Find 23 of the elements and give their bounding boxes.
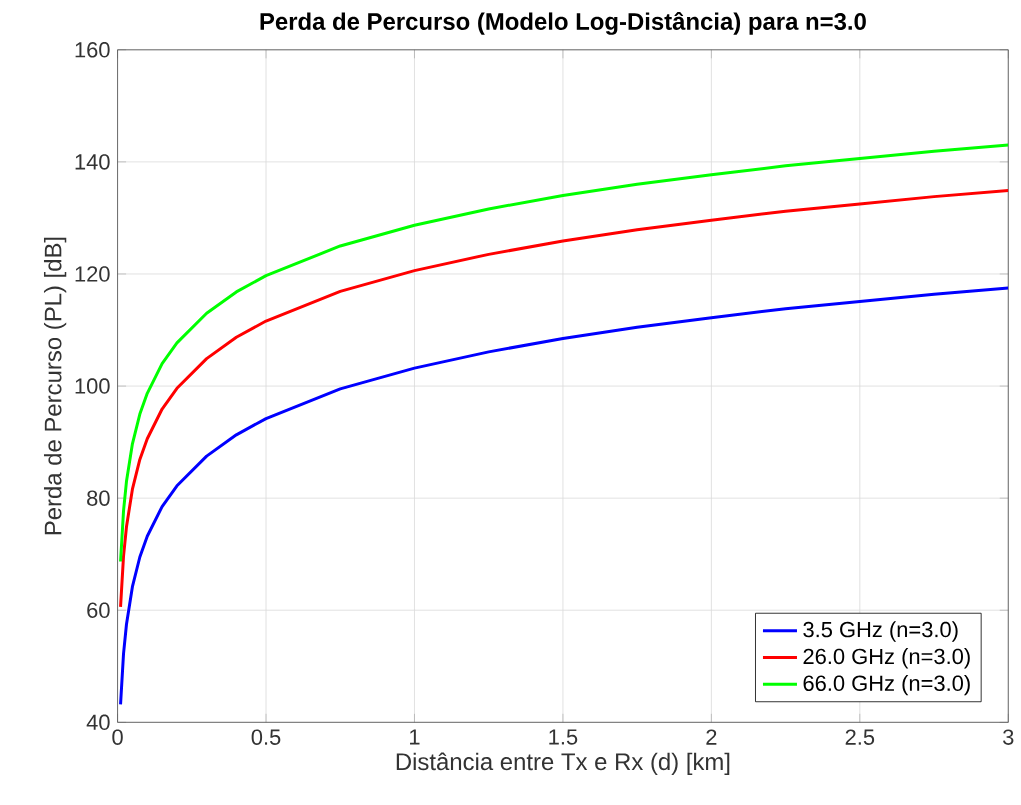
line-series (119, 143, 1009, 563)
legend-label: 66.0 GHz (n=3.0) (803, 674, 970, 696)
y-tick-label: 140 (75, 154, 110, 170)
x-tick-label: 2 (706, 729, 717, 745)
y-tick-label: 40 (86, 714, 110, 731)
x-axis-title: Distância entre Tx e Rx (d) [km] (396, 752, 730, 775)
x-tick-label: 1 (410, 729, 420, 745)
y-tick-label: 120 (75, 266, 110, 282)
y-tick-label: 100 (75, 378, 110, 394)
x-tick-label: 0 (112, 729, 123, 745)
x-tick-label: 2.5 (845, 729, 875, 745)
line-series (119, 286, 1009, 706)
x-tick-label: 0.5 (251, 729, 281, 745)
y-axis-title: Perda de Percurso (PL) [dB] (43, 237, 67, 535)
y-tick-label: 160 (75, 42, 110, 58)
legend-label: 3.5 GHz (n=3.0) (803, 621, 958, 642)
x-tick-label: 3 (1003, 729, 1014, 745)
y-tick-label: 80 (87, 490, 110, 506)
legend-label: 26.0 GHz (n=3.0) (803, 648, 970, 669)
y-tick-label: 60 (87, 602, 110, 618)
line-series (119, 188, 1009, 609)
x-tick-label: 1.5 (549, 729, 578, 745)
chart-title: Perda de Percurso (Modelo Log-Distância) para n=3.0 (260, 11, 866, 35)
